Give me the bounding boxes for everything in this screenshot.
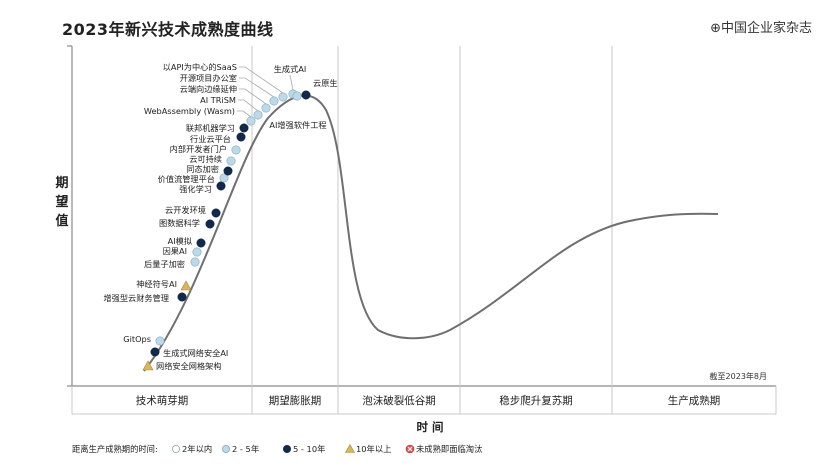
tech-label: 网络安全网格架构 xyxy=(156,361,222,371)
tech-label: 云原生 xyxy=(313,78,338,88)
tech-label: 联邦机器学习 xyxy=(186,123,235,133)
legend-label: 2 - 5年 xyxy=(232,444,259,454)
tech-label: 生成式网络安全AI xyxy=(163,348,228,358)
tech-label: 云开发环境 xyxy=(165,205,206,215)
tech-marker xyxy=(216,181,226,191)
legend-label: 5 - 10年 xyxy=(293,444,325,454)
y-axis-label-char: 期 xyxy=(55,176,68,191)
legend-marker xyxy=(282,444,291,453)
tech-marker xyxy=(177,292,187,302)
phase-label: 生产成熟期 xyxy=(668,394,721,407)
tech-label: 因果AI xyxy=(163,246,187,256)
tech-marker xyxy=(261,103,271,113)
legend-prefix: 距离生产成熟期的时间: xyxy=(72,444,158,454)
legend-label: 10年以上 xyxy=(356,444,391,454)
tech-marker xyxy=(269,96,279,106)
tech-marker xyxy=(239,123,249,133)
tech-label: 强化学习 xyxy=(179,184,212,194)
date-note: 截至2023年8月 xyxy=(710,371,767,381)
tech-label: 以API为中心的SaaS xyxy=(163,62,237,72)
leader-line xyxy=(239,88,267,105)
tech-label: 价值流管理平台 xyxy=(158,174,215,184)
legend-marker xyxy=(221,444,230,453)
tech-label: 后量子加密 xyxy=(144,259,185,269)
tech-marker xyxy=(142,360,154,371)
tech-marker xyxy=(253,110,263,120)
legend-marker xyxy=(171,444,180,453)
leader-line xyxy=(237,110,252,118)
tech-marker xyxy=(219,173,229,183)
legend-marker xyxy=(344,443,356,453)
y-axis-label-char: 望 xyxy=(55,194,68,210)
tech-marker xyxy=(292,91,302,101)
tech-label: 开源项目办公室 xyxy=(180,73,237,83)
tech-marker xyxy=(150,347,160,357)
tech-marker xyxy=(196,238,206,248)
tech-marker xyxy=(223,166,233,176)
tech-label: 神经符号AI xyxy=(136,279,177,289)
tech-label: 同态加密 xyxy=(186,164,219,174)
tech-marker xyxy=(205,219,215,229)
tech-label: 内部开发者门户 xyxy=(170,144,227,154)
tech-label: 云可持续 xyxy=(189,154,222,164)
tech-marker xyxy=(190,257,200,267)
tech-label: AI TRiSM xyxy=(200,95,236,105)
tech-marker xyxy=(155,336,165,346)
legend-label: 2年以内 xyxy=(182,444,212,454)
phase-label: 稳步爬升复苏期 xyxy=(499,394,573,407)
tech-marker xyxy=(246,116,256,126)
tech-label: 云端向边缘延伸 xyxy=(180,84,237,94)
leader-line xyxy=(238,99,259,112)
tech-label: WebAssembly (Wasm) xyxy=(144,106,235,116)
phase-label: 期望膨胀期 xyxy=(269,394,322,407)
tech-marker xyxy=(180,280,192,291)
tech-label: AI模拟 xyxy=(168,236,192,246)
legend-label: 未成熟即面临淘汰 xyxy=(416,444,483,454)
y-axis-label-char: 值 xyxy=(55,213,68,229)
leader-line xyxy=(289,74,294,91)
tech-label: 图数据科学 xyxy=(159,218,200,228)
tech-marker xyxy=(236,132,246,142)
tech-marker xyxy=(192,247,202,257)
tech-marker xyxy=(301,90,311,100)
phase-label: 泡沫破裂低谷期 xyxy=(362,394,436,407)
phase-label: 技术萌芽期 xyxy=(136,394,189,407)
tech-marker xyxy=(226,156,236,166)
tech-label: AI增强软件工程 xyxy=(269,120,326,130)
tech-label: 行业云平台 xyxy=(190,134,231,144)
tech-marker xyxy=(278,92,288,102)
watermark: ⊕中国企业家杂志 xyxy=(710,21,812,36)
tech-label: 增强型云财务管理 xyxy=(103,293,169,303)
tech-marker xyxy=(231,145,241,155)
legend-marker-x xyxy=(407,446,413,452)
tech-label: GitOps xyxy=(123,334,151,344)
leader-line xyxy=(239,66,284,94)
hype-curve xyxy=(143,94,719,372)
page-title: 2023年新兴技术成熟度曲线 xyxy=(62,20,274,39)
x-axis-label: 时 间 xyxy=(416,420,443,434)
tech-marker xyxy=(211,208,221,218)
leader-line xyxy=(239,77,275,98)
tech-label: 生成式AI xyxy=(274,64,307,74)
